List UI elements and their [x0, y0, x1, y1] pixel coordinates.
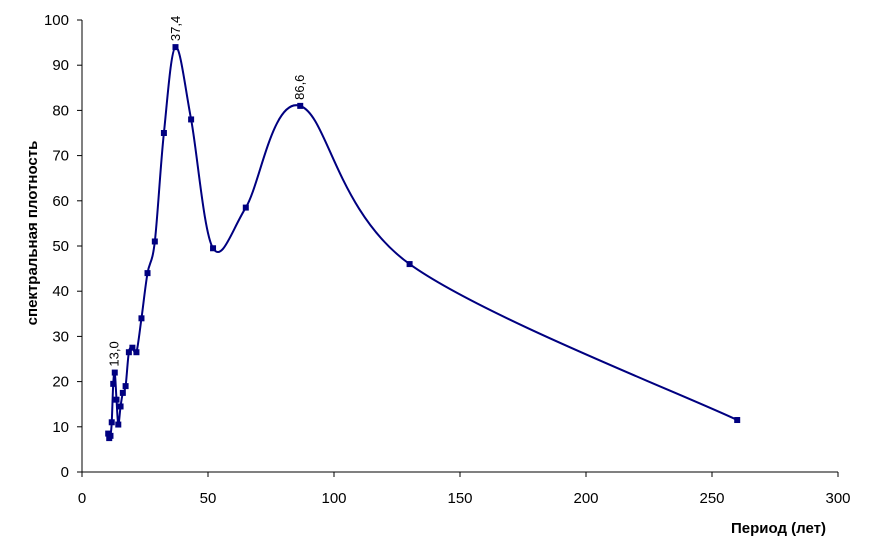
data-point	[111, 369, 118, 376]
x-tick-label: 150	[447, 490, 472, 507]
peak-label: 86,6	[292, 75, 307, 100]
y-tick-label: 10	[52, 419, 69, 436]
data-point	[406, 261, 413, 268]
data-point	[133, 349, 140, 356]
axis-ticks: 0 10 20 30 40 50 60 70 80 90 100 0 50 100 150 200 250 300	[44, 12, 851, 507]
data-point	[122, 383, 129, 390]
data-point	[117, 403, 124, 410]
data-point	[138, 315, 145, 322]
x-tick-label: 50	[200, 490, 217, 507]
data-point	[110, 380, 117, 387]
data-point	[129, 344, 136, 351]
data-point	[113, 396, 120, 403]
y-tick-label: 100	[44, 12, 69, 29]
data-point	[160, 130, 167, 136]
data-point	[297, 102, 304, 109]
y-tick-label: 90	[52, 57, 69, 74]
axes	[81, 20, 838, 473]
peak-label: 37,4	[168, 16, 183, 41]
data-point	[172, 44, 179, 51]
series-line	[107, 46, 738, 440]
x-axis-title: Период (лет)	[731, 520, 826, 537]
data-points	[105, 44, 741, 442]
x-tick-label: 200	[573, 490, 598, 507]
y-tick-label: 50	[52, 238, 69, 255]
data-point	[144, 270, 151, 277]
y-tick-label: 30	[52, 328, 69, 345]
x-tick-label: 100	[321, 490, 346, 507]
data-point	[188, 116, 195, 123]
x-tick-label: 300	[825, 490, 850, 507]
y-tick-label: 20	[52, 374, 69, 391]
y-tick-label: 70	[52, 148, 69, 165]
x-tick-label: 0	[78, 490, 86, 507]
data-point	[107, 432, 114, 439]
data-point	[151, 238, 158, 245]
y-axis-title: спектральная плотность	[24, 141, 41, 326]
peak-annotations: 13,0 37,4 86,6	[107, 16, 307, 367]
data-point	[210, 245, 217, 252]
data-point	[108, 419, 115, 426]
x-tick-label: 250	[699, 490, 724, 507]
data-point	[115, 421, 122, 428]
y-tick-label: 80	[52, 102, 69, 119]
peak-label: 13,0	[107, 341, 122, 366]
y-tick-label: 40	[52, 283, 69, 300]
data-point	[119, 389, 126, 396]
data-point	[125, 349, 132, 356]
y-tick-label: 60	[52, 193, 69, 210]
y-tick-label: 0	[61, 464, 69, 481]
data-point	[242, 204, 249, 211]
data-point	[734, 417, 741, 424]
